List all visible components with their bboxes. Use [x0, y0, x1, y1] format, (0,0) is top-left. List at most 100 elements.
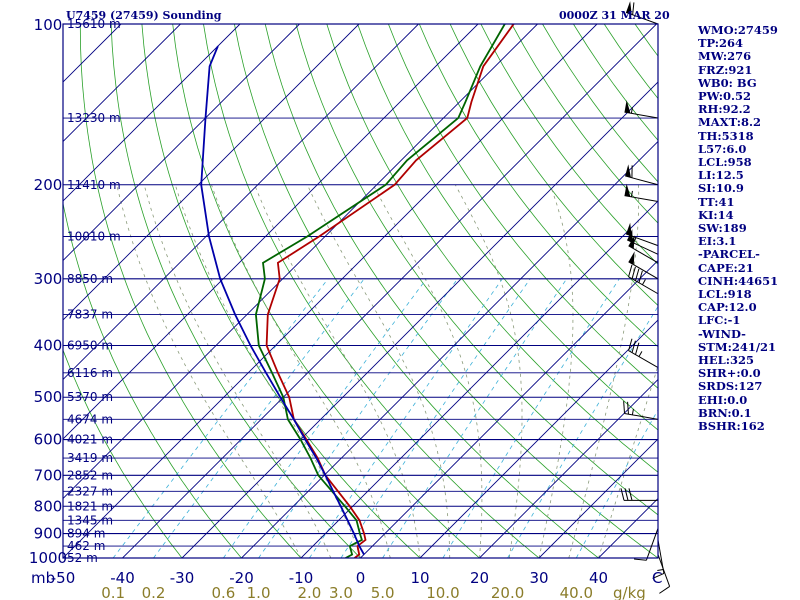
dry-adiabat [110, 24, 361, 558]
mixing-ratio-tick-label: 10.0 [426, 584, 459, 600]
mixing-ratio-tick-label: 5.0 [371, 584, 395, 600]
height-label: 3419 m [67, 451, 113, 465]
moist-adiabat [598, 364, 658, 558]
moist-adiabat [454, 184, 523, 558]
temperature-tick-label: -20 [229, 569, 254, 587]
height-label: 4674 m [67, 412, 113, 426]
temperature-tick-label: 0 [356, 569, 366, 587]
temperature-tick-label: 20 [470, 569, 489, 587]
temperature-tick-label: -50 [51, 569, 76, 587]
index-item: HEL:325 [698, 353, 754, 368]
mixing-ratio-line [112, 278, 329, 558]
y-axis-label: mb [31, 569, 55, 587]
index-item: L57:6.0 [698, 141, 747, 156]
height-label: 7837 m [67, 308, 113, 322]
index-item: LCL:958 [698, 155, 752, 170]
index-item: EI:3.1 [698, 234, 737, 249]
height-label: 462 m [67, 539, 105, 553]
isotherm [300, 200, 658, 558]
isotherm [63, 24, 538, 500]
height-label: 2852 m [67, 468, 113, 482]
height-label: 11410 m [67, 178, 121, 192]
isotherm [63, 24, 360, 321]
isotherm [122, 24, 657, 558]
dry-adiabat [295, 24, 658, 516]
index-item: KI:14 [698, 207, 734, 222]
isotherm [63, 24, 479, 440]
profile-line-1 [254, 24, 506, 558]
wind-barb [657, 554, 671, 594]
pressure-tick-label: 1000 [29, 549, 67, 567]
index-item: BRN:0.1 [698, 405, 752, 420]
index-item: TT:41 [698, 194, 735, 209]
mixing-ratio-tick-label: 0.1 [101, 584, 125, 600]
index-item: CINH:44651 [698, 273, 779, 288]
wind-barb [623, 401, 659, 420]
wind-barbs [620, 1, 671, 594]
moist-adiabat [568, 184, 640, 558]
isotherm [360, 259, 658, 558]
index-item: SI:10.9 [698, 181, 744, 196]
isotherm [538, 438, 658, 558]
pressure-tick-label: 200 [34, 176, 63, 194]
pressure-tick-label: 300 [34, 270, 63, 288]
wind-barb [625, 164, 659, 186]
index-item: MAXT:8.2 [698, 115, 761, 130]
profile-line-2 [200, 45, 365, 555]
station-title: U7459 (27459) Sounding [66, 9, 222, 22]
height-label: 15610 m [67, 17, 121, 31]
moist-adiabat [116, 184, 302, 558]
temperature-tick-label: 10 [410, 569, 429, 587]
height-label: 4021 m [67, 433, 113, 447]
index-item: WB0: BG [698, 75, 757, 90]
index-item: LI:12.5 [698, 168, 744, 183]
temperature-tick-label: -10 [289, 569, 314, 587]
isotherm [63, 24, 300, 262]
index-item: PW:0.52 [698, 89, 752, 104]
index-item: FRZ:921 [698, 62, 753, 77]
height-label: 10010 m [67, 229, 121, 243]
moist-adiabat [174, 184, 361, 558]
height-label: 13230 m [67, 111, 121, 125]
wind-barb [620, 488, 658, 501]
pressure-tick-label: 700 [34, 466, 63, 484]
indices-panel: WMO:27459 TP:264 MW:276 FRZ:921 WB0: BG PW:0.… [698, 23, 798, 433]
isotherm [63, 24, 241, 202]
wind-barb [624, 100, 659, 119]
dry-adiabat [79, 24, 302, 558]
height-label: 894 m [67, 527, 105, 541]
height-label: 52 m [67, 551, 98, 565]
pressure-tick-label: 800 [34, 497, 63, 515]
mixing-ratio-tick-label: 1.0 [247, 584, 271, 600]
wind-barb [634, 528, 659, 561]
index-item: EHI:0.0 [698, 392, 748, 407]
index-item: WMO:27459 [698, 23, 778, 37]
moist-adiabat [254, 184, 421, 558]
isotherm [0, 24, 2, 558]
mixing-ratio-tick-label: 20.0 [491, 584, 524, 600]
mixing-ratio-tick-label: 40.0 [560, 584, 593, 600]
wind-barb [624, 183, 659, 203]
mixing-ratio-line [309, 278, 503, 558]
isotherm [241, 140, 658, 558]
height-label: 8850 m [67, 272, 113, 286]
sounding-profiles [200, 24, 515, 558]
moist-adiabat [143, 184, 332, 558]
wind-barb [628, 264, 659, 295]
wind-barb [628, 235, 659, 264]
mixing-ratio-line [153, 278, 365, 558]
wind-barb [628, 251, 659, 280]
height-label: 5370 m [67, 390, 113, 404]
isotherm [419, 319, 658, 558]
isotherm [63, 24, 181, 143]
plot-frame [62, 23, 659, 559]
mixing-ratio-line [340, 278, 531, 558]
temperature-tick-label: 40 [589, 569, 608, 587]
index-item: MW:276 [698, 49, 752, 64]
index-item: CAP:12.0 [698, 300, 757, 315]
pressure-tick-label: 500 [34, 388, 63, 406]
temperature-tick-label: -30 [170, 569, 195, 587]
height-label: 6950 m [67, 339, 113, 353]
index-item: CAPE:21 [698, 260, 754, 275]
